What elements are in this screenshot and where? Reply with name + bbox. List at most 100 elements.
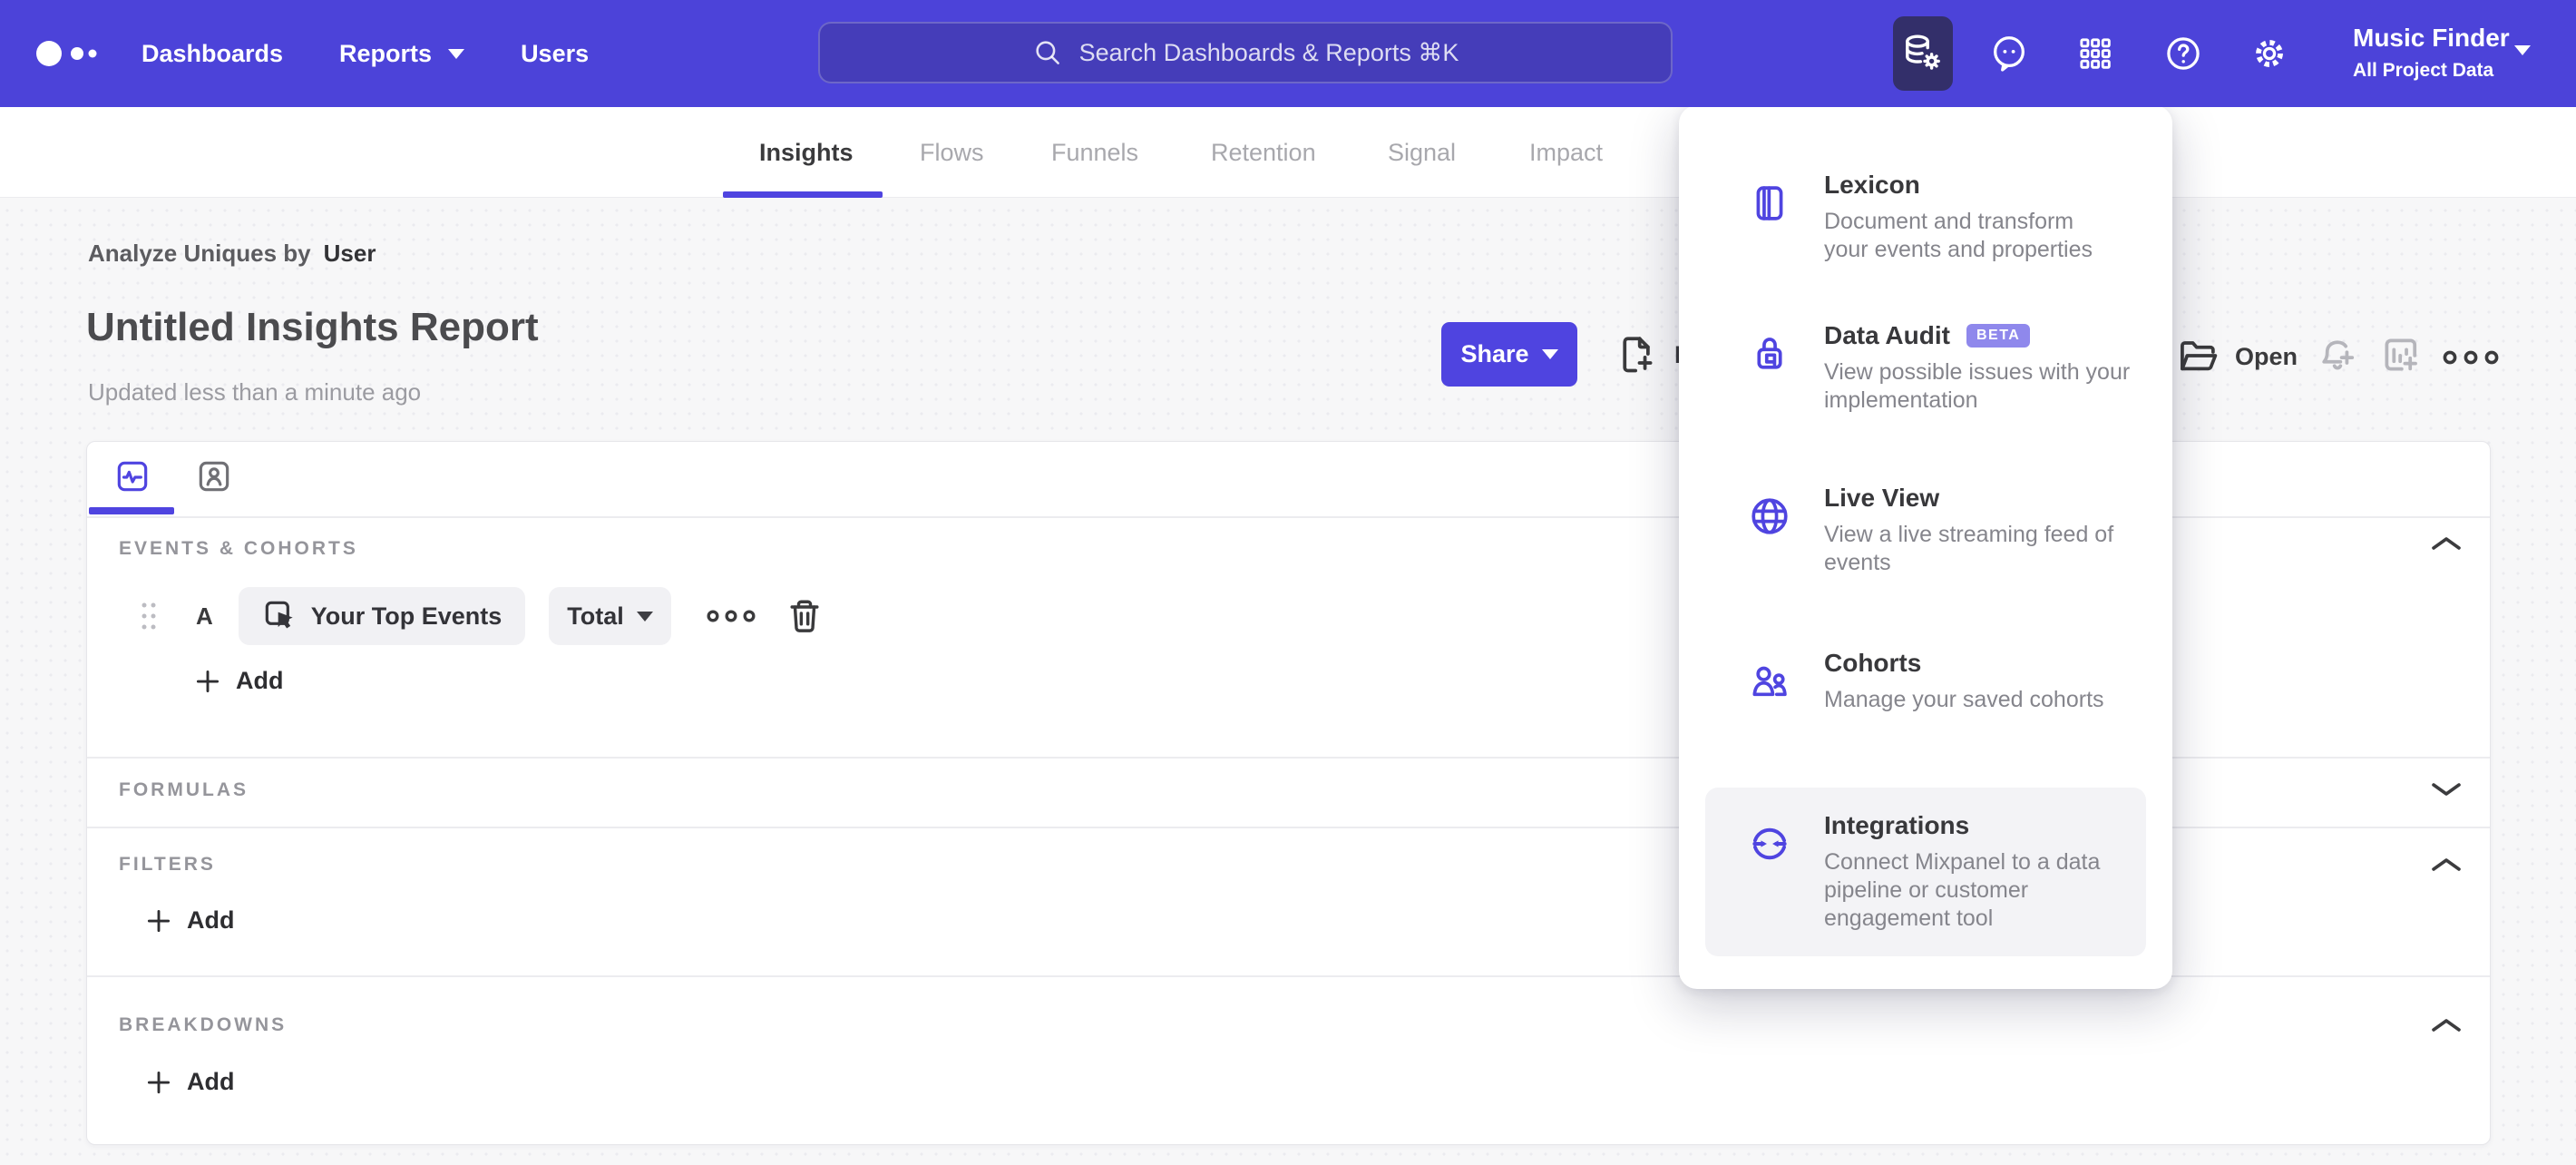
menu-item-cohorts[interactable]: Cohorts Manage your saved cohorts	[1705, 625, 2146, 738]
add-event-button[interactable]: Add	[194, 667, 283, 695]
nav-users[interactable]: Users	[521, 39, 590, 67]
tab-retention[interactable]: Retention	[1211, 138, 1316, 166]
profiles-view-tab[interactable]	[196, 458, 232, 494]
menu-item-title: Live View	[1824, 484, 1940, 512]
topbar-right-cluster: Music Finder All Project Data	[1887, 0, 2576, 107]
builder-tabstrip	[87, 442, 2490, 518]
feedback-button[interactable]	[1988, 33, 2030, 74]
open-icon	[2181, 341, 2218, 371]
event-name: Your Top Events	[310, 602, 503, 630]
row-more-button[interactable]	[706, 605, 756, 627]
active-tab-underline	[723, 191, 883, 198]
delete-row-button[interactable]	[784, 595, 825, 637]
settings-icon	[2256, 40, 2283, 67]
project-selector[interactable]: Music Finder All Project Data	[2353, 24, 2510, 82]
section-label-breakdowns: BREAKDOWNS	[119, 1014, 288, 1035]
collapse-filters-chevron-up-icon[interactable]	[2430, 855, 2463, 875]
data-management-button[interactable]	[1893, 16, 1953, 91]
open-report-button[interactable]: Open	[2175, 334, 2298, 379]
plus-icon	[196, 670, 220, 692]
section-label-events: EVENTS & COHORTS	[119, 538, 358, 559]
data-audit-icon	[1757, 338, 1782, 369]
page-title[interactable]: Untitled Insights Report	[86, 305, 539, 349]
menu-item-lexicon[interactable]: Lexicon Document and transform your event…	[1705, 147, 2146, 288]
data-management-menu: Lexicon Document and transform your event…	[1679, 105, 2172, 989]
events-view-tab[interactable]	[114, 458, 151, 494]
add-breakdown-button[interactable]: Add	[145, 1068, 234, 1096]
cohorts-icon	[1752, 666, 1787, 697]
user-profile-icon	[199, 461, 229, 492]
pulse-chart-icon	[117, 461, 148, 492]
menu-item-desc: Document and transform your events and pr…	[1824, 209, 2093, 262]
aggregation-dropdown[interactable]: Total	[549, 587, 671, 645]
drag-handle-icon[interactable]	[140, 600, 158, 632]
tab-impact[interactable]: Impact	[1529, 138, 1604, 166]
chevron-down-icon	[1541, 349, 1558, 359]
new-report-icon	[1623, 337, 1653, 373]
section-label-filters: FILTERS	[119, 854, 216, 875]
tab-insights[interactable]: Insights	[759, 138, 854, 166]
chevron-down-icon	[448, 48, 465, 59]
menu-item-integrations[interactable]: Integrations Connect Mixpanel to a data p…	[1705, 788, 2146, 956]
menu-item-title: Lexicon	[1824, 171, 1920, 199]
more-icon	[2443, 350, 2499, 365]
series-letter: A	[196, 602, 213, 630]
plus-icon	[147, 1071, 171, 1093]
tab-funnels[interactable]: Funnels	[1051, 138, 1139, 166]
project-name: Music Finder	[2353, 24, 2510, 52]
top-navigation-bar: Dashboards Reports Users Search Dashboar…	[0, 0, 2576, 107]
add-to-dashboard-icon	[2385, 338, 2417, 371]
live-view-icon	[1751, 498, 1788, 534]
primary-nav: Dashboards Reports Users	[141, 0, 589, 107]
event-query-row: A Your Top Events Total	[140, 587, 825, 645]
search-placeholder: Search Dashboards & Reports ⌘K	[1078, 38, 1459, 66]
chevron-down-icon	[2514, 45, 2531, 55]
menu-item-live-view[interactable]: Live View View a live streaming feed of e…	[1705, 460, 2146, 601]
share-button[interactable]: Share	[1441, 322, 1577, 387]
feedback-icon	[1994, 36, 2025, 72]
mixpanel-logo-icon[interactable]	[33, 0, 105, 107]
menu-item-desc: Connect Mixpanel to a data pipeline or cu…	[1824, 849, 2101, 931]
collapse-events-chevron-up-icon[interactable]	[2430, 534, 2463, 553]
menu-item-data-audit[interactable]: Data Audit BETA View possible issues wit…	[1705, 298, 2146, 438]
tab-flows[interactable]: Flows	[920, 138, 984, 166]
apps-grid-button[interactable]	[2074, 33, 2116, 74]
bell-plus-icon	[2322, 340, 2355, 370]
menu-item-title: Integrations	[1824, 811, 1970, 839]
event-selector-button[interactable]: Your Top Events	[238, 587, 526, 645]
tab-signal[interactable]: Signal	[1388, 138, 1457, 166]
apps-grid-icon	[2080, 38, 2111, 69]
nav-dashboards[interactable]: Dashboards	[141, 39, 284, 67]
analyze-entity-selector[interactable]: User	[323, 240, 376, 267]
lexicon-icon	[1756, 186, 1783, 220]
event-click-icon	[265, 601, 293, 629]
menu-item-desc: View a live streaming feed of events	[1824, 522, 2114, 575]
more-actions-button[interactable]	[2442, 345, 2500, 370]
collapse-breakdowns-chevron-up-icon[interactable]	[2430, 1015, 2463, 1035]
expand-formulas-chevron-down-icon[interactable]	[2430, 779, 2463, 799]
data-management-icon	[1906, 34, 1940, 70]
aggregation-value: Total	[567, 602, 624, 630]
add-filter-button[interactable]: Add	[145, 906, 234, 935]
section-divider	[87, 827, 2490, 828]
menu-item-desc: View possible issues with your implementa…	[1824, 359, 2131, 413]
help-button[interactable]	[2162, 33, 2204, 74]
help-icon	[2167, 37, 2200, 70]
analyze-by-row: Analyze Uniques by User	[88, 240, 376, 268]
report-type-tabbar: Insights Flows Funnels Retention Signal …	[0, 107, 2576, 198]
updated-timestamp: Updated less than a minute ago	[88, 378, 422, 406]
create-alert-button[interactable]	[2315, 332, 2360, 377]
nav-reports[interactable]: Reports	[339, 40, 465, 68]
plus-icon	[147, 909, 171, 932]
settings-button[interactable]	[2249, 33, 2290, 74]
global-search-input[interactable]: Search Dashboards & Reports ⌘K	[818, 22, 1673, 83]
menu-item-title: Cohorts	[1824, 649, 1922, 677]
add-to-dashboard-button[interactable]	[2378, 332, 2424, 377]
menu-item-title: Data Audit	[1824, 321, 1950, 349]
menu-item-desc: Manage your saved cohorts	[1824, 687, 2104, 712]
analyze-label: Analyze Uniques by	[88, 240, 311, 267]
section-divider	[87, 975, 2490, 977]
section-label-formulas: FORMULAS	[119, 779, 249, 800]
beta-badge: BETA	[1966, 324, 2031, 348]
